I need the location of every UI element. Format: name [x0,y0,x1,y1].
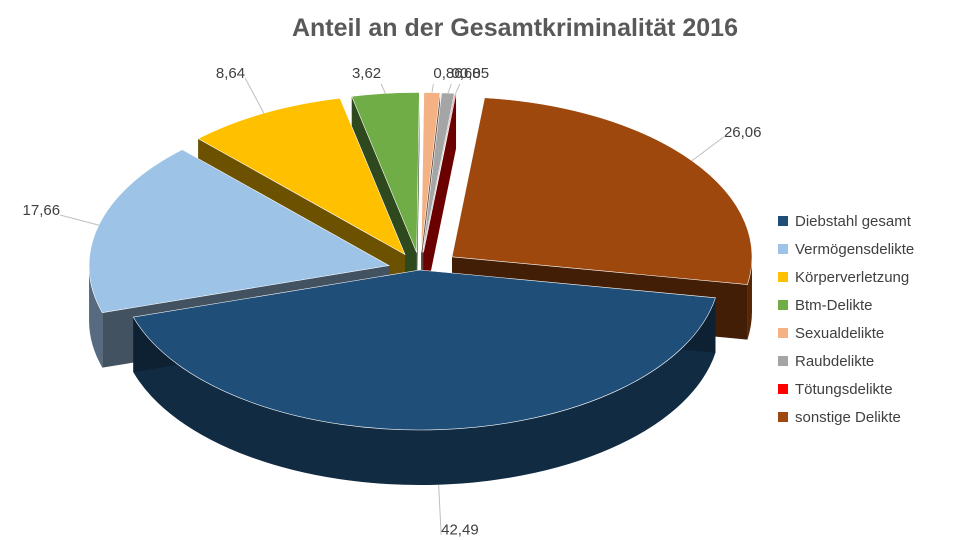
legend-swatch [778,412,788,422]
data-label-sonstige-delikte: 26,06 [724,124,762,141]
legend-swatch [778,244,788,254]
legend-swatch [778,272,788,282]
leader-line [380,83,386,94]
data-label-diebstahl-gesamt: 42,49 [441,522,479,539]
legend-swatch [778,356,788,366]
leader-line [691,136,725,162]
chart-legend: Diebstahl gesamt Vermögensdelikte Körperve… [778,207,914,431]
legend-item-körperverletzung: Körperverletzung [778,263,914,291]
data-label-vermögensdelikte: 17,66 [23,202,61,219]
legend-item-sexualdelikte: Sexualdelikte [778,319,914,347]
data-label-tötungsdelikte: 0,05 [460,65,489,82]
pie-top-btm-delikte [351,92,420,253]
data-label-sexualdelikte: 0,86 [433,65,462,82]
leader-line [59,214,99,226]
pie-tops [88,92,753,431]
pie-top-diebstahl-gesamt [132,269,716,431]
pie-rim [133,297,716,486]
leader-line [438,484,442,535]
leader-line [431,83,434,93]
legend-swatch [778,384,788,394]
legend-item-btm-delikte: Btm-Delikte [778,291,914,319]
data-label-raubdelikte: 0,68 [451,65,480,82]
pie-rim [747,256,752,340]
legend-label: Raubdelikte [795,352,875,370]
pie-top-sexualdelikte [420,92,441,253]
legend-item-vermögensdelikte: Vermögensdelikte [778,235,914,263]
pie-top-sonstige-delikte [451,97,753,285]
pie-cut-face [423,93,457,308]
legend-swatch [778,216,788,226]
legend-label: Sexualdelikte [795,324,885,342]
pie-slice-tötungsdelikte [423,93,457,308]
legend-label: Körperverletzung [795,268,910,286]
leader-line [447,83,452,94]
legend-item-diebstahl-gesamt: Diebstahl gesamt [778,207,914,235]
data-label-btm-delikte: 3,62 [352,65,381,82]
leader-line [455,83,461,94]
legend-label: sonstige Delikte [795,408,901,426]
pie-rim [89,265,103,368]
legend-swatch [778,328,788,338]
leader-line [244,77,265,114]
data-label-körperverletzung: 8,64 [216,65,245,82]
legend-label: Btm-Delikte [795,296,873,314]
legend-label: Tötungsdelikte [795,380,893,398]
pie-labels: 42,49 17,66 8,64 3,62 0,860,680,05 26,06 [23,65,762,539]
chart-title: Anteil an der Gesamtkriminalität 2016 [291,14,738,42]
legend-item-tötungsdelikte: Tötungsdelikte [778,375,914,403]
legend-item-sonstige-delikte: sonstige Delikte [778,403,914,431]
legend-label: Diebstahl gesamt [795,212,911,230]
legend-item-raubdelikte: Raubdelikte [778,347,914,375]
legend-label: Vermögensdelikte [795,240,915,258]
legend-swatch [778,300,788,310]
